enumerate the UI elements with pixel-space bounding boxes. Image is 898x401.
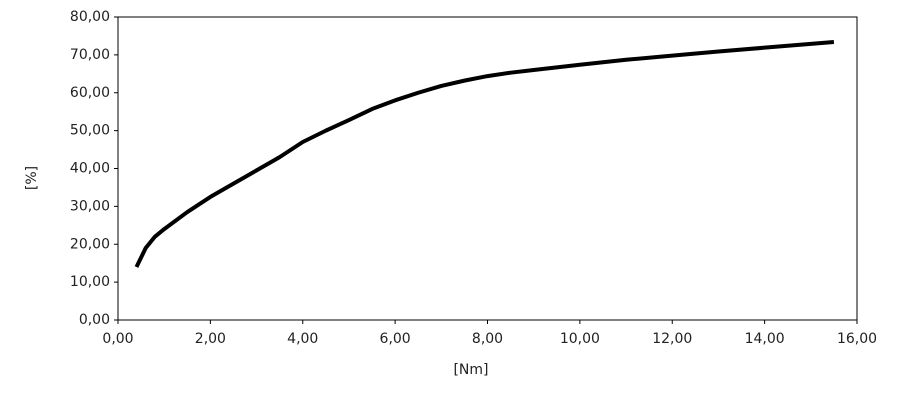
plot-frame <box>117 16 858 321</box>
y-tick-label: 40,00 <box>70 161 110 177</box>
y-tick-label: 30,00 <box>70 198 110 214</box>
y-tick-label: 50,00 <box>70 123 110 139</box>
x-tick-label: 12,00 <box>652 331 692 347</box>
x-tick-label: 4,00 <box>287 331 318 347</box>
x-axis-label: [Nm] <box>453 362 488 378</box>
x-tick-label: 16,00 <box>837 331 877 347</box>
x-tick-label: 10,00 <box>560 331 600 347</box>
x-tick-label: 2,00 <box>195 331 226 347</box>
x-tick-label: 6,00 <box>380 331 411 347</box>
y-tick-label: 0,00 <box>79 312 110 328</box>
data-line <box>134 40 835 268</box>
x-tick-label: 14,00 <box>745 331 785 347</box>
y-axis-label: [%] <box>24 166 40 190</box>
y-tick-label: 10,00 <box>70 274 110 290</box>
y-tick-label: 70,00 <box>70 47 110 63</box>
y-tick-label: 80,00 <box>70 9 110 25</box>
y-tick-label: 60,00 <box>70 85 110 101</box>
y-tick-label: 20,00 <box>70 236 110 252</box>
x-tick-label: 0,00 <box>102 331 133 347</box>
x-tick-label: 8,00 <box>472 331 503 347</box>
